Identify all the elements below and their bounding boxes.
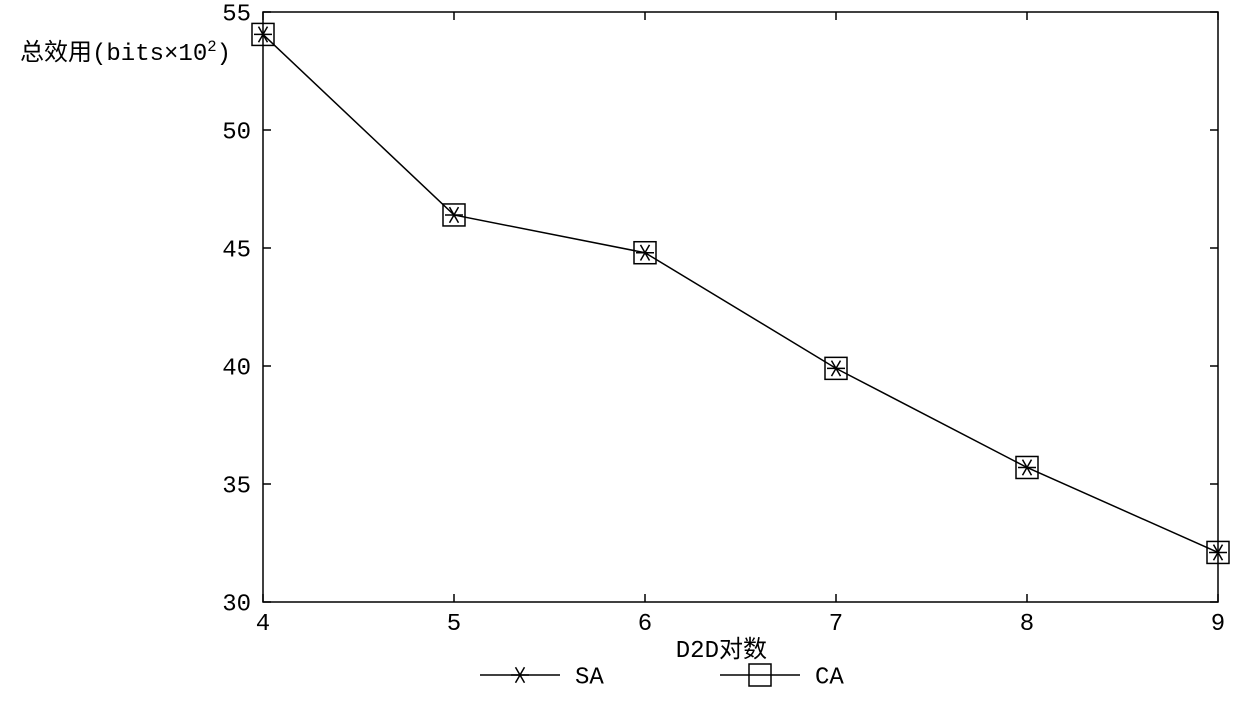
xtick-label: 5: [447, 611, 461, 638]
ytick-label: 30: [222, 591, 251, 618]
xtick-label: 4: [256, 611, 270, 638]
ytick-label: 45: [222, 237, 251, 264]
xtick-label: 9: [1211, 611, 1225, 638]
ytick-label: 40: [222, 355, 251, 382]
x-axis-label: D2D对数: [676, 636, 767, 665]
chart-svg: 303540455055456789总效用(bits×102)D2D对数SACA: [0, 0, 1240, 701]
legend-label-ca: CA: [815, 664, 844, 691]
ytick-label: 50: [222, 119, 251, 146]
xtick-label: 8: [1020, 611, 1034, 638]
y-axis-label: 总效用(bits×102): [20, 38, 231, 68]
legend-label-sa: SA: [575, 664, 604, 691]
series-line: [263, 34, 1218, 552]
line-chart: 303540455055456789总效用(bits×102)D2D对数SACA: [0, 0, 1240, 701]
xtick-label: 7: [829, 611, 843, 638]
ytick-label: 55: [222, 1, 251, 28]
xtick-label: 6: [638, 611, 652, 638]
ytick-label: 35: [222, 473, 251, 500]
